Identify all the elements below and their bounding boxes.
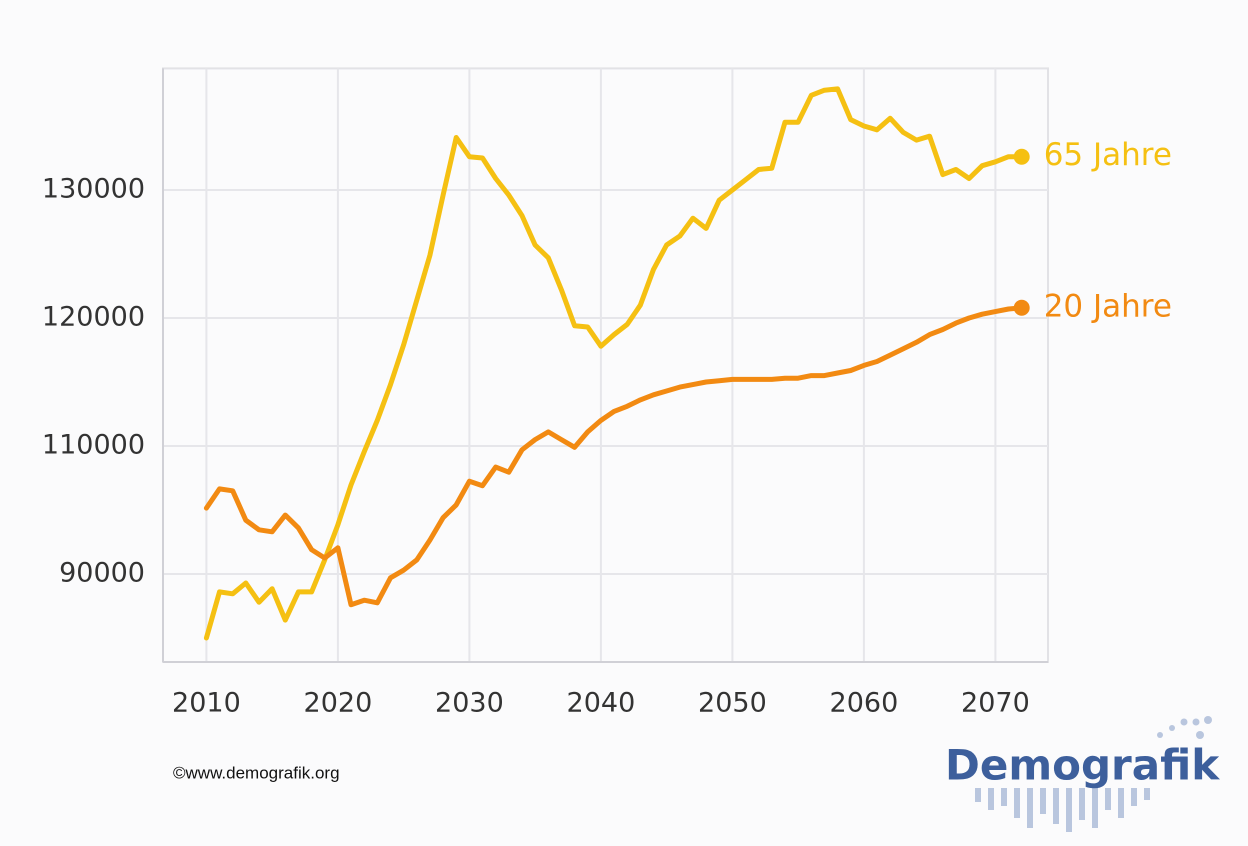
logo-bars	[975, 716, 1212, 832]
y-tick-label: 110000	[42, 430, 145, 461]
x-tick-label: 2050	[698, 688, 767, 719]
x-tick-label: 2060	[830, 688, 899, 719]
x-tick-label: 2010	[172, 688, 241, 719]
logo: Demografik	[945, 741, 1220, 790]
series-line	[203, 305, 1025, 608]
end-dot	[1013, 148, 1030, 165]
y-tick-label: 120000	[42, 302, 145, 333]
series-label: 65 Jahre	[1044, 137, 1172, 173]
series-label: 20 Jahre	[1044, 288, 1172, 324]
x-tick-label: 2040	[567, 688, 636, 719]
series-line	[203, 86, 1025, 641]
end-dot	[1013, 299, 1030, 316]
source: ©www.demografik.org	[173, 763, 340, 782]
y-tick-label: 90000	[59, 558, 145, 589]
x-tick-label: 2020	[304, 688, 373, 719]
x-tick-label: 2070	[961, 688, 1030, 719]
x-tick-label: 2030	[435, 688, 504, 719]
y-tick-label: 130000	[42, 174, 145, 205]
